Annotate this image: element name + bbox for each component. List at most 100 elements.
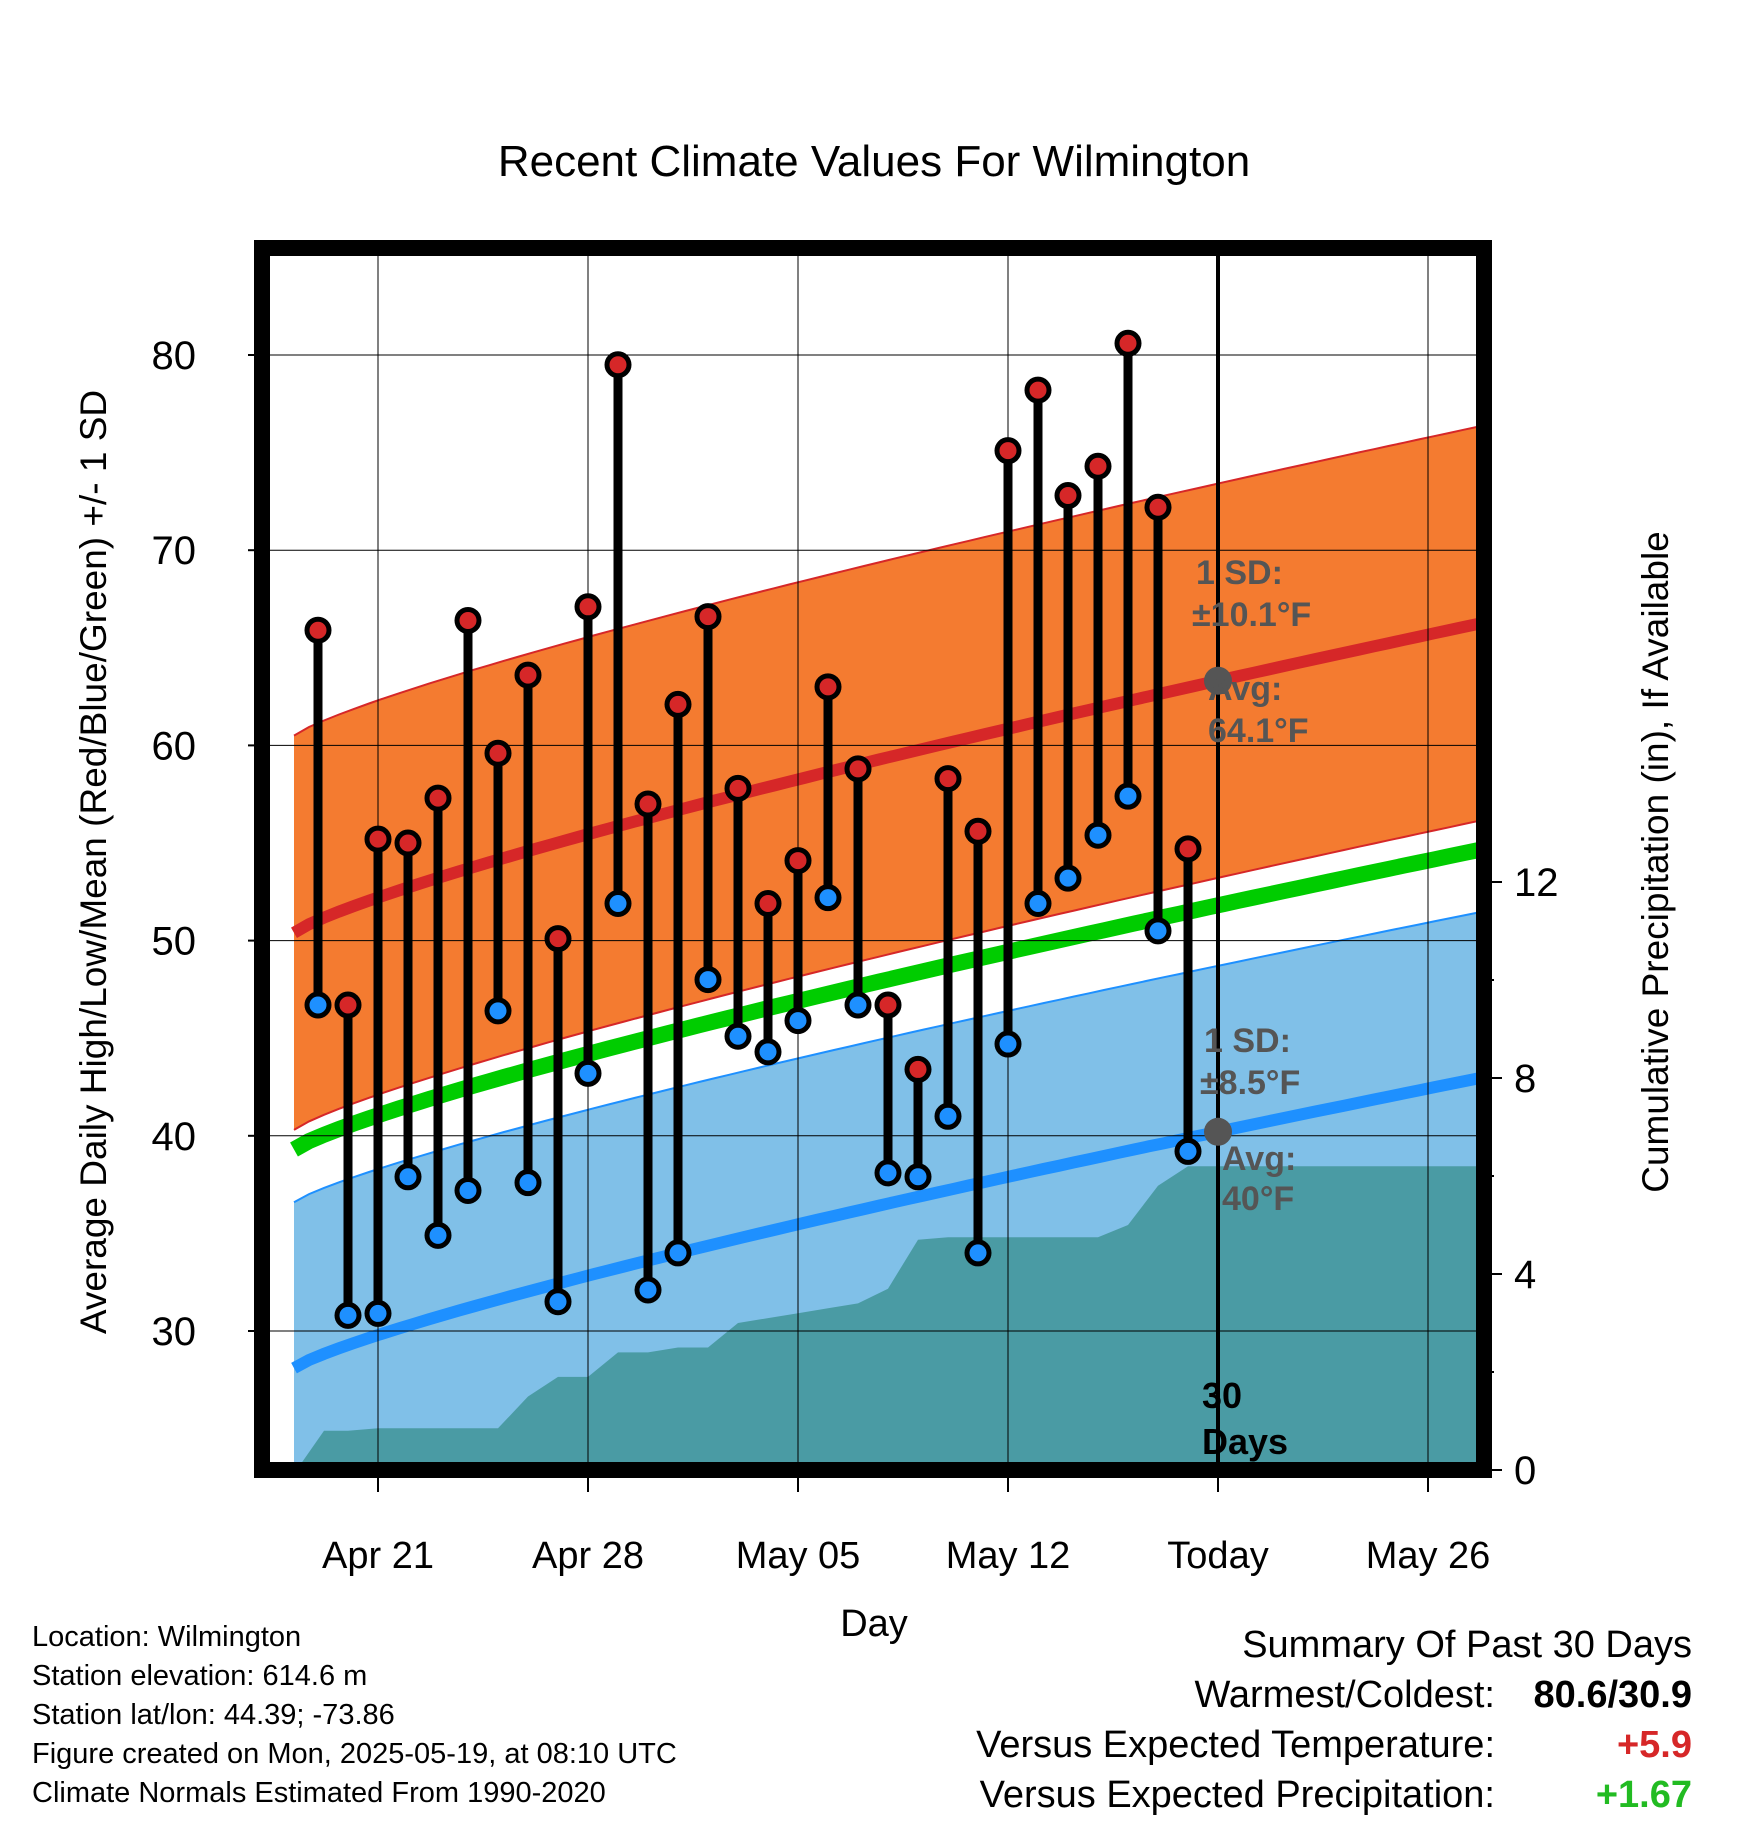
low-point <box>484 997 512 1025</box>
summary-precip-row: Versus Expected Precipitation: +1.67 <box>976 1770 1692 1820</box>
warmest-label: Warmest/Coldest: <box>1194 1674 1495 1716</box>
location-text: Location: Wilmington <box>32 1621 302 1653</box>
high-avg-label: Avg: <box>1208 670 1282 708</box>
high-point <box>1054 482 1082 510</box>
plot-frame <box>254 240 1492 1478</box>
low-point <box>1054 864 1082 892</box>
high-point <box>484 739 512 767</box>
low-avg-marker <box>1204 1117 1232 1146</box>
summary-temp-row: Versus Expected Temperature: +5.9 <box>976 1720 1692 1770</box>
high-sd-upper-edge <box>293 424 1484 737</box>
y-tick-label: 70 <box>152 529 197 573</box>
low-point <box>514 1169 542 1197</box>
x-axis-title: Day <box>840 1603 908 1645</box>
high-point <box>544 925 572 953</box>
created-text: Figure created on Mon, 2025-05-19, at 08… <box>32 1738 677 1770</box>
high-point <box>754 890 782 918</box>
low-sd-label: 1 SD: <box>1204 1022 1291 1060</box>
high-point <box>1084 452 1112 480</box>
high-point <box>334 991 362 1019</box>
latlon-text: Station lat/lon: 44.39; -73.86 <box>32 1699 395 1731</box>
high-point <box>1024 376 1052 404</box>
high-point <box>634 790 662 818</box>
low-point <box>454 1176 482 1204</box>
low-point <box>844 991 872 1019</box>
y2-tick-label: 12 <box>1514 861 1559 905</box>
x-tick-label: May 05 <box>736 1535 861 1577</box>
high-point <box>844 755 872 783</box>
summary-warmest-row: Warmest/Coldest: 80.6/30.9 <box>976 1670 1692 1720</box>
high-point <box>664 690 692 718</box>
low-sd-upper-edge <box>293 910 1484 1204</box>
low-point <box>664 1239 692 1267</box>
high-sd-value: ±10.1°F <box>1192 596 1311 634</box>
high-point <box>1144 493 1172 521</box>
low-sd-value: ±8.5°F <box>1200 1064 1300 1102</box>
summary-title: Summary Of Past 30 Days <box>1242 1624 1692 1666</box>
y-tick-label: 40 <box>152 1115 197 1159</box>
high-point <box>364 825 392 853</box>
low-normal-line <box>291 1071 1484 1374</box>
warmest-value: 80.6/30.9 <box>1533 1674 1692 1716</box>
precipitation-area <box>300 1166 1484 1470</box>
low-point <box>334 1301 362 1329</box>
elevation-text: Station elevation: 614.6 m <box>32 1660 368 1692</box>
low-point <box>754 1038 782 1066</box>
high-point <box>874 991 902 1019</box>
low-point <box>994 1030 1022 1058</box>
precip-label: Versus Expected Precipitation: <box>979 1774 1495 1816</box>
high-point <box>514 661 542 689</box>
x-tick-label: May 26 <box>1366 1535 1491 1577</box>
y2-tick-label: 4 <box>1514 1253 1536 1297</box>
normals-text: Climate Normals Estimated From 1990-2020 <box>32 1777 606 1809</box>
high-point <box>454 606 482 634</box>
high-point <box>574 593 602 621</box>
low-point <box>784 1007 812 1035</box>
low-point <box>424 1221 452 1249</box>
station-info: Location: Wilmington Station elevation: … <box>32 1618 677 1813</box>
x-tick-label: May 12 <box>946 1535 1071 1577</box>
high-avg-marker <box>1204 666 1232 695</box>
y2-tick-label: 0 <box>1514 1449 1536 1493</box>
low-point <box>1144 917 1172 945</box>
high-point <box>814 673 842 701</box>
y2-tick-label: 8 <box>1514 1057 1536 1101</box>
low-point <box>1174 1137 1202 1165</box>
y-tick-label: 80 <box>152 334 197 378</box>
x-tick-label: Apr 21 <box>322 1535 434 1577</box>
mean-normal-line <box>290 840 1484 1157</box>
days-label-text: Days <box>1202 1421 1288 1462</box>
high-point <box>394 829 422 857</box>
x-tick-label: Apr 28 <box>532 1535 644 1577</box>
high-point <box>1174 835 1202 863</box>
low-point <box>634 1276 662 1304</box>
high-sd-label: 1 SD: <box>1196 554 1283 592</box>
low-point <box>724 1022 752 1050</box>
temp-label: Versus Expected Temperature: <box>976 1724 1495 1766</box>
low-point <box>874 1159 902 1187</box>
low-point <box>604 890 632 918</box>
high-avg-value: 64.1°F <box>1208 712 1309 750</box>
high-point <box>994 437 1022 465</box>
low-point <box>964 1239 992 1267</box>
y2-axis-title: Cumulative Precipitation (in), If Availa… <box>1635 531 1676 1193</box>
low-point <box>544 1288 572 1316</box>
high-point <box>1114 329 1142 357</box>
high-point <box>424 784 452 812</box>
low-point <box>304 991 332 1019</box>
y-tick-label: 30 <box>152 1310 197 1354</box>
low-avg-value: 40°F <box>1222 1180 1294 1218</box>
y-tick-label: 60 <box>152 724 197 768</box>
summary-panel: Summary Of Past 30 Days Warmest/Coldest:… <box>976 1620 1692 1820</box>
y-tick-label: 50 <box>152 920 197 964</box>
low-avg-label: Avg: <box>1222 1140 1296 1178</box>
temp-value: +5.9 <box>1616 1724 1692 1766</box>
low-point <box>574 1059 602 1087</box>
low-point <box>1024 890 1052 918</box>
low-point <box>694 966 722 994</box>
high-point <box>304 616 332 644</box>
low-point <box>1114 782 1142 810</box>
high-point <box>934 765 962 793</box>
high-point <box>694 603 722 631</box>
